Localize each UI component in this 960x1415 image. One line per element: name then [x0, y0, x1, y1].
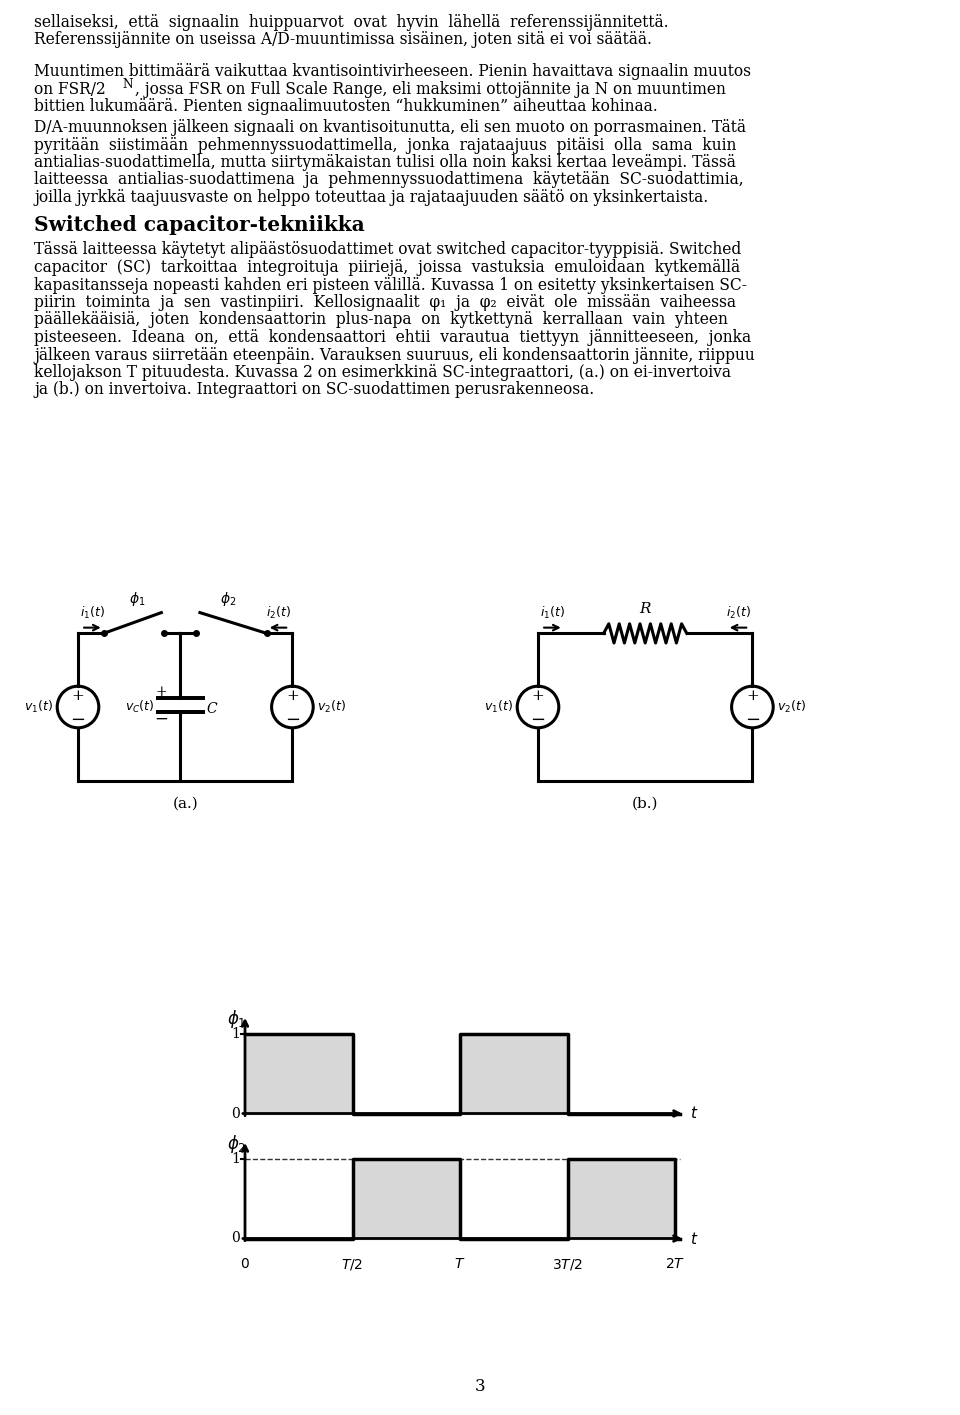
- Text: Referenssijännite on useissa A/D-muuntimissa sisäinen, joten sitä ei voi säätää.: Referenssijännite on useissa A/D-muuntim…: [34, 31, 652, 48]
- Text: , jossa FSR on Full Scale Range, eli maksimi ottojännite ja N on muuntimen: , jossa FSR on Full Scale Range, eli mak…: [135, 81, 726, 98]
- Text: $v_2(t)$: $v_2(t)$: [778, 699, 806, 715]
- Text: laitteessa  antialias-suodattimena  ja  pehmennyssuodattimena  käytetään  SC-suo: laitteessa antialias-suodattimena ja peh…: [34, 171, 744, 188]
- Text: +: +: [72, 689, 84, 703]
- Text: $v_C(t)$: $v_C(t)$: [125, 699, 154, 715]
- Text: D/A-muunnoksen jälkeen signaali on kvantisoitunutta, eli sen muoto on porrasmain: D/A-muunnoksen jälkeen signaali on kvant…: [34, 119, 746, 136]
- Text: 0: 0: [231, 1107, 240, 1121]
- Text: antialias-suodattimella, mutta siirtymäkaistan tulisi olla noin kaksi kertaa lev: antialias-suodattimella, mutta siirtymäk…: [34, 154, 736, 171]
- Text: on FSR/2: on FSR/2: [34, 81, 106, 98]
- Text: jälkeen varaus siirretään eteenpäin. Varauksen suuruus, eli kondensaattorin jänn: jälkeen varaus siirretään eteenpäin. Var…: [34, 347, 755, 364]
- Text: $\phi_1$: $\phi_1$: [228, 1007, 247, 1030]
- Text: $2T$: $2T$: [665, 1257, 685, 1271]
- Text: kellojakson T pituudesta. Kuvassa 2 on esimerkkinä SC-integraattori, (a.) on ei-: kellojakson T pituudesta. Kuvassa 2 on e…: [34, 364, 731, 381]
- Text: 0: 0: [231, 1231, 240, 1245]
- Text: (a.): (a.): [173, 797, 198, 811]
- Text: pyritään  siistimään  pehmennyssuodattimella,  jonka  rajataajuus  pitäisi  olla: pyritään siistimään pehmennyssuodattimel…: [34, 136, 736, 153]
- Text: Muuntimen bittimäärä vaikuttaa kvantisointivirheeseen. Pienin havaittava signaal: Muuntimen bittimäärä vaikuttaa kvantisoi…: [34, 64, 751, 81]
- Text: 3: 3: [474, 1378, 486, 1395]
- Bar: [352, 1159, 460, 1238]
- Text: capacitor  (SC)  tarkoittaa  integroituja  piiriejä,  joissa  vastuksia  emuloid: capacitor (SC) tarkoittaa integroituja p…: [34, 259, 740, 276]
- Text: −: −: [285, 710, 300, 729]
- Text: $T/2$: $T/2$: [342, 1257, 364, 1272]
- Bar: [567, 1159, 675, 1238]
- Text: pisteeseen.  Ideana  on,  että  kondensaattori  ehtii  varautua  tiettyyn  jänni: pisteeseen. Ideana on, että kondensaatto…: [34, 330, 751, 347]
- Text: $v_2(t)$: $v_2(t)$: [317, 699, 347, 715]
- Bar: [245, 1034, 352, 1114]
- Text: $T$: $T$: [454, 1257, 466, 1271]
- Text: sellaiseksi,  että  signaalin  huippuarvot  ovat  hyvin  lähellä  referenssijänn: sellaiseksi, että signaalin huippuarvot …: [34, 14, 668, 31]
- Text: 1: 1: [231, 1152, 240, 1166]
- Text: $\phi_2$: $\phi_2$: [220, 590, 236, 608]
- Text: +: +: [532, 689, 544, 703]
- Text: $0$: $0$: [240, 1257, 250, 1271]
- Text: $t$: $t$: [690, 1105, 699, 1122]
- Text: joilla jyrkkä taajuusvaste on helppo toteuttaa ja rajataajuuden säätö on yksinke: joilla jyrkkä taajuusvaste on helppo tot…: [34, 190, 708, 207]
- Text: (b.): (b.): [632, 797, 659, 811]
- Bar: [460, 1034, 567, 1114]
- Text: kapasitansseja nopeasti kahden eri pisteen välillä. Kuvassa 1 on esitetty yksink: kapasitansseja nopeasti kahden eri piste…: [34, 276, 747, 293]
- Text: bittien lukumäärä. Pienten signaalimuutosten “hukkuminen” aiheuttaa kohinaa.: bittien lukumäärä. Pienten signaalimuuto…: [34, 98, 658, 115]
- Text: $t$: $t$: [690, 1231, 699, 1247]
- Text: +: +: [746, 689, 758, 703]
- Text: $v_1(t)$: $v_1(t)$: [24, 699, 53, 715]
- Text: +: +: [156, 685, 167, 699]
- Text: $i_2(t)$: $i_2(t)$: [266, 606, 291, 621]
- Text: päällekääisiä,  joten  kondensaattorin  plus-napa  on  kytkettynä  kerrallaan  v: päällekääisiä, joten kondensaattorin plu…: [34, 311, 728, 328]
- Text: Tässä laitteessa käytetyt alipäästösuodattimet ovat switched capacitor-tyyppisiä: Tässä laitteessa käytetyt alipäästösuoda…: [34, 242, 741, 259]
- Text: $i_1(t)$: $i_1(t)$: [80, 606, 105, 621]
- Text: $\phi_1$: $\phi_1$: [129, 590, 145, 608]
- Text: −: −: [155, 710, 168, 727]
- Text: 1: 1: [231, 1027, 240, 1041]
- Text: −: −: [70, 710, 85, 729]
- Text: $v_1(t)$: $v_1(t)$: [484, 699, 514, 715]
- Text: Switched capacitor-tekniikka: Switched capacitor-tekniikka: [34, 215, 365, 235]
- Text: $\phi_2$: $\phi_2$: [228, 1133, 247, 1155]
- Text: −: −: [531, 710, 545, 729]
- Text: $i_1(t)$: $i_1(t)$: [540, 606, 564, 621]
- Text: $3T/2$: $3T/2$: [552, 1257, 583, 1272]
- Text: C: C: [206, 702, 217, 716]
- Text: +: +: [286, 689, 299, 703]
- Text: $i_2(t)$: $i_2(t)$: [726, 606, 751, 621]
- Text: N: N: [122, 78, 132, 91]
- Text: −: −: [745, 710, 760, 729]
- Text: R: R: [639, 601, 651, 616]
- Text: piirin  toiminta  ja  sen  vastinpiiri.  Kellosignaalit  φ₁  ja  φ₂  eivät  ole : piirin toiminta ja sen vastinpiiri. Kell…: [34, 294, 736, 311]
- Text: ja (b.) on invertoiva. Integraattori on SC-suodattimen perusrakenneosa.: ja (b.) on invertoiva. Integraattori on …: [34, 382, 594, 399]
